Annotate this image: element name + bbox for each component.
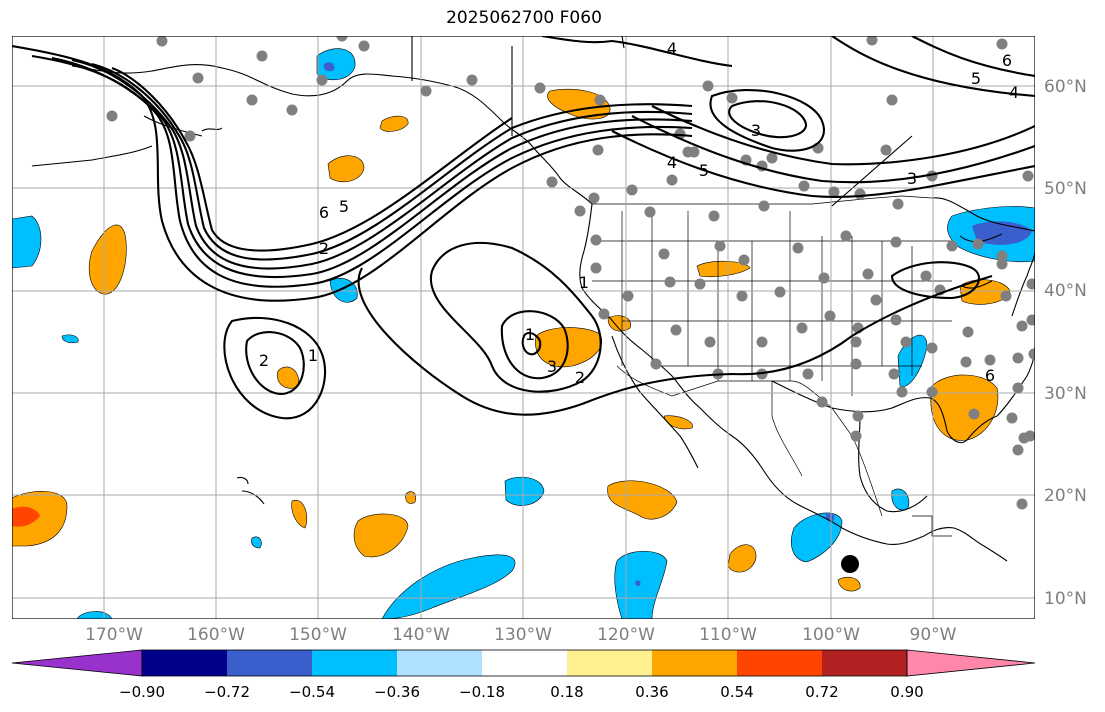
map-title: 2025062700 F060 <box>446 8 602 28</box>
contour-layer <box>12 36 1035 420</box>
colorbar-segment <box>737 650 822 676</box>
positive-anomaly-patch <box>547 88 611 120</box>
contour-label: 1 <box>308 346 318 365</box>
map-svg: 1 2 1 2 3 1 2 6 5 3 4 5 3 4 5 4 6 6 <box>11 35 1036 620</box>
negative-anomaly-patch <box>381 554 516 619</box>
negative-anomaly-patch <box>251 536 262 549</box>
location-marker-icon <box>841 555 859 573</box>
station-dots <box>106 36 1035 510</box>
positive-anomaly-patch <box>607 315 631 332</box>
lon-label: 100°W <box>802 625 860 645</box>
contour-label: 2 <box>575 368 585 387</box>
positive-anomaly-patch <box>837 576 861 592</box>
colorbar-tick-label: −0.90 <box>119 683 165 701</box>
contour-label: 4 <box>667 153 677 172</box>
colorbar-extend-max <box>906 649 1036 677</box>
lat-label: 50°N <box>1044 179 1087 199</box>
contour-label: 6 <box>985 366 995 385</box>
lat-label: 40°N <box>1044 281 1087 301</box>
positive-anomaly-patch <box>12 490 68 547</box>
colorbar-svg <box>11 649 1036 677</box>
lon-label: 140°W <box>392 625 450 645</box>
lat-label: 10°N <box>1044 589 1087 609</box>
colorbar-tick-label: 0.54 <box>720 683 754 701</box>
graticule-layer <box>12 36 1035 619</box>
positive-anomaly-patch <box>607 480 678 520</box>
positive-anomaly-patch <box>88 224 127 295</box>
colorbar-segment <box>397 650 482 676</box>
contour-label: 5 <box>971 69 981 88</box>
contour-label: 4 <box>1009 83 1019 102</box>
colorbar-segment <box>652 650 737 676</box>
negative-anomaly-patch <box>323 62 335 72</box>
contour-label: 4 <box>667 39 677 58</box>
contour-label: 2 <box>259 351 269 370</box>
positive-anomaly-patch <box>327 155 365 183</box>
positive-anomaly-patch <box>12 506 40 527</box>
contour-label: 1 <box>525 325 535 344</box>
negative-anomaly-patch <box>891 488 910 511</box>
contour-label: 5 <box>339 197 349 216</box>
negative-anomaly-patch <box>61 334 79 344</box>
contour-label: 2 <box>319 239 329 258</box>
map-panel: 1 2 1 2 3 1 2 6 5 3 4 5 3 4 5 4 6 6 <box>11 35 1036 620</box>
contour-labels: 1 2 1 2 3 1 2 6 5 3 4 5 3 4 5 4 6 6 <box>259 39 1019 387</box>
lat-label: 20°N <box>1044 486 1087 506</box>
colorbar-tick-label: 0.90 <box>890 683 924 701</box>
colorbar-segment <box>312 650 397 676</box>
positive-anomaly-patch <box>379 115 409 132</box>
lon-label: 160°W <box>187 625 245 645</box>
negative-anomaly-patch <box>635 580 641 586</box>
contour-label: 3 <box>751 121 761 140</box>
colorbar-segment <box>227 650 312 676</box>
colorbar-tick-label: 0.18 <box>550 683 584 701</box>
colorbar <box>0 648 1048 678</box>
coastline-layer <box>31 36 1035 562</box>
contour-label: 3 <box>547 357 557 376</box>
lon-label: 90°W <box>909 625 957 645</box>
lon-label: 170°W <box>85 625 143 645</box>
lon-label: 150°W <box>289 625 347 645</box>
colorbar-segment <box>822 650 907 676</box>
contour-label: 5 <box>699 161 709 180</box>
positive-anomaly-patch <box>696 260 751 278</box>
lon-label: 110°W <box>699 625 757 645</box>
colorbar-tick-label: −0.54 <box>289 683 335 701</box>
colorbar-tick-label: −0.36 <box>374 683 420 701</box>
colorbar-segment <box>142 650 227 676</box>
colorbar-tick-label: 0.72 <box>805 683 839 701</box>
colorbar-tick-label: −0.72 <box>204 683 250 701</box>
positive-anomaly-patch <box>405 491 417 504</box>
positive-anomaly-patch <box>930 374 999 441</box>
positive-anomaly-patch <box>727 544 757 573</box>
lat-label: 30°N <box>1044 384 1087 404</box>
negative-anomaly-patch <box>504 476 545 506</box>
lon-label: 130°W <box>494 625 552 645</box>
colorbar-segment <box>567 650 652 676</box>
positive-anomaly-patch <box>291 499 308 529</box>
lat-label: 60°N <box>1044 77 1087 97</box>
negative-anomaly-patch <box>12 215 42 269</box>
colorbar-segment <box>482 650 567 676</box>
negative-anomaly-patch <box>614 551 668 619</box>
colorbar-extend-min <box>11 649 143 677</box>
contour-label: 6 <box>1002 51 1012 70</box>
colorbar-tick-label: 0.36 <box>635 683 669 701</box>
lon-label: 120°W <box>597 625 655 645</box>
contour-label: 3 <box>907 169 917 188</box>
positive-anomaly-patch <box>353 513 409 558</box>
contour-label: 6 <box>319 203 329 222</box>
contour-label: 1 <box>579 273 589 292</box>
colorbar-tick-label: −0.18 <box>459 683 505 701</box>
